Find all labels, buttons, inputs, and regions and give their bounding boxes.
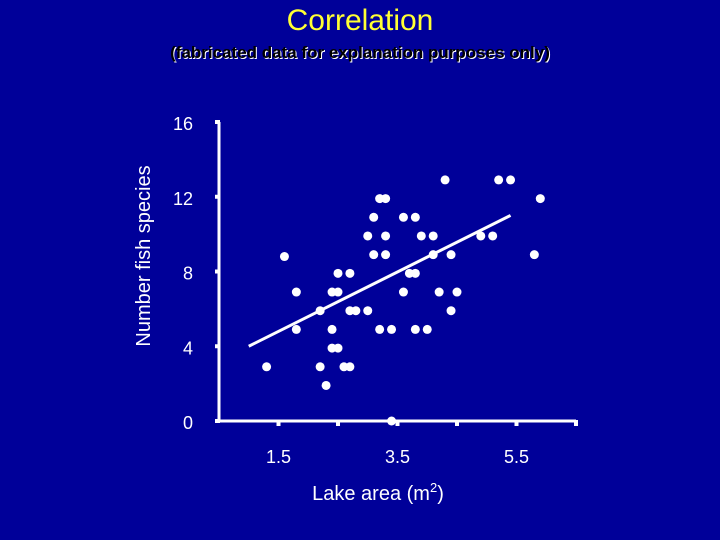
x-axis-label-close: ) [437,483,444,505]
trend-line [248,214,512,348]
data-point [333,287,343,297]
data-point [351,306,361,316]
slide-subtitle: (fabricated data for explanation purpose… [170,43,550,62]
data-point [440,175,450,185]
data-point [262,362,272,372]
y-tick-mark [215,419,220,423]
y-tick-mark [215,194,220,199]
data-point [387,324,397,334]
x-minor-tick-mark [336,420,340,426]
x-axis-label-sup: 2 [430,480,437,495]
y-tick-mark [215,344,220,349]
data-point [381,231,391,241]
data-point [315,306,325,316]
data-point [535,194,545,204]
x-tick-mark [395,420,400,426]
data-point [446,306,456,316]
data-point [410,324,420,334]
data-point [375,324,385,334]
data-point [345,268,355,278]
data-point [488,231,498,241]
data-point [369,212,379,222]
data-point [291,287,301,297]
data-point [452,287,462,297]
data-point [434,287,444,297]
x-tick-label: 1.5 [266,447,291,467]
data-point [398,212,408,222]
data-point [363,306,373,316]
data-point [321,380,331,390]
data-point [315,362,325,372]
data-point [410,212,420,222]
y-tick-label: 0 [183,413,193,433]
y-tick-mark [215,120,220,124]
x-minor-tick-mark [455,420,459,426]
data-point [494,175,504,185]
data-point [446,250,456,260]
y-tick-mark [215,269,220,274]
data-point [279,252,289,262]
data-point [387,416,397,426]
data-point [428,231,438,241]
y-axis-label: Number fish species [133,165,155,346]
y-tick-label: 8 [183,264,193,284]
data-point [410,268,420,278]
data-point [416,231,426,241]
data-point [333,343,343,353]
x-tick-mark [276,420,281,426]
slide-title: Correlation [286,4,434,37]
data-point [381,250,391,260]
data-point [529,250,539,260]
y-tick-label: 12 [173,189,193,209]
data-point [398,287,408,297]
x-axis-label-main: Lake area (m [312,483,430,505]
data-point [327,324,337,334]
data-point [428,250,438,260]
x-tick-label: 3.5 [385,447,410,467]
data-point [363,231,373,241]
x-tick-mark [514,420,519,426]
data-point [422,324,432,334]
data-point [345,362,355,372]
y-tick-label: 16 [173,114,193,134]
x-minor-tick-mark [574,420,578,426]
x-tick-label: 5.5 [504,447,529,467]
data-point [506,175,516,185]
slide-subtitle-shadow: (fabricated data for explanation purpose… [171,44,551,63]
data-point [333,268,343,278]
data-point [291,324,301,334]
y-tick-label: 4 [183,338,193,358]
data-point [369,250,379,260]
x-axis-label: Lake area (m2) [312,480,444,505]
data-point [381,194,391,204]
data-point [476,231,486,241]
